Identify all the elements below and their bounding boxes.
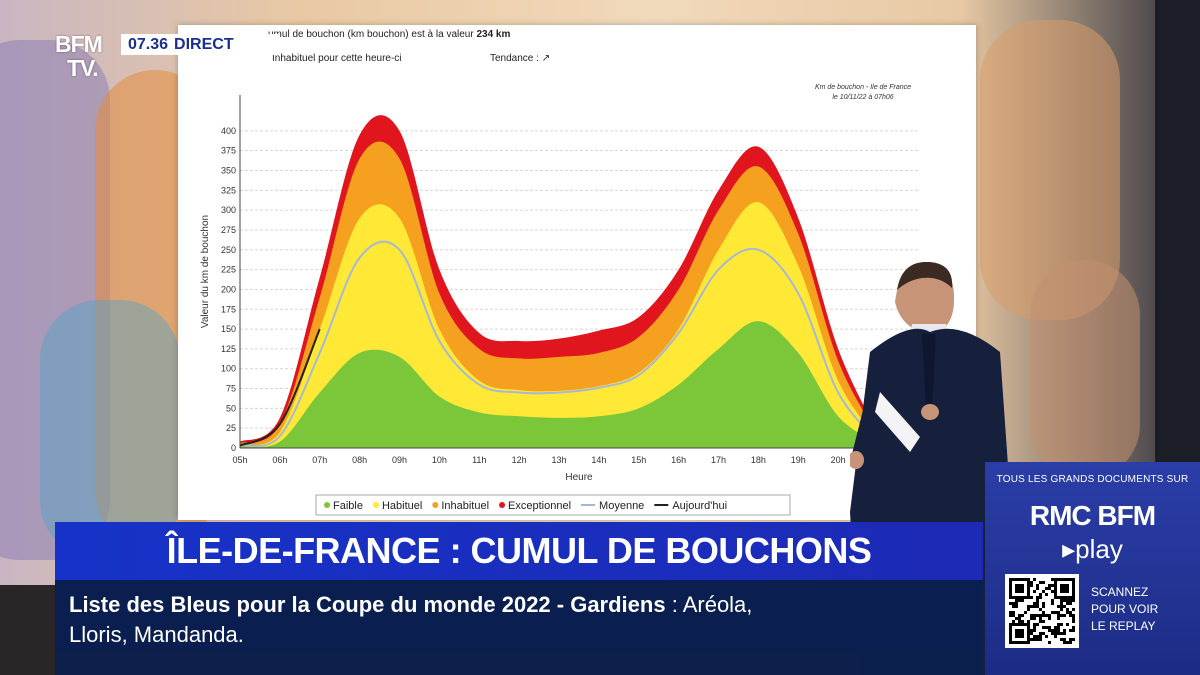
source-line1: Km de bouchon - Ile de France (814, 84, 912, 91)
status-line1: umul de bouchon (km bouchon) est à la va… (268, 29, 474, 40)
y-tick-label: 375 (221, 146, 236, 156)
promo-brand: RMC BFM (1029, 500, 1156, 531)
chart-screen: 0 25 50 75 100 125 150 175 200 225 250 275 300 325 350… (178, 25, 976, 520)
x-tick-label: 09h (392, 455, 407, 465)
legend-label: Moyenne (599, 500, 644, 512)
trend-label: Tendance : (490, 53, 539, 64)
decor-shape (40, 300, 180, 560)
legend-label: Exceptionnel (508, 500, 571, 512)
source-note: Km de bouchon - Ile de France le 10/11/2… (798, 83, 928, 103)
ticker-separator: : (665, 592, 683, 617)
legend-label: Aujourd'hui (672, 500, 727, 512)
y-tick-label: 75 (226, 384, 236, 394)
promo-play: ▸play (1062, 534, 1123, 564)
ticker-line2: Lloris, Mandanda. (69, 622, 244, 647)
legend-marker (432, 502, 439, 508)
legend-label: Habituel (382, 500, 422, 512)
scan-line1: SCANNEZ (1091, 585, 1149, 599)
trend-indicator: Tendance : ↗ (490, 53, 550, 64)
y-tick-label: 400 (221, 126, 236, 136)
logo-line2: TV. (67, 55, 99, 81)
scan-line3: LE REPLAY (1091, 619, 1156, 633)
y-tick-label: 150 (221, 324, 236, 334)
y-tick-label: 0 (231, 443, 236, 453)
replay-promo: TOUS LES GRANDS DOCUMENTS SUR RMC BFM ▸p… (985, 462, 1200, 675)
x-tick-label: 12h (512, 455, 527, 465)
legend-label: Faible (333, 500, 363, 512)
scan-instructions: SCANNEZ POUR VOIR LE REPLAY (1091, 584, 1191, 635)
ticker-bold: Liste des Bleus pour la Coupe du monde 2… (69, 592, 666, 617)
source-line2: le 10/11/22 à 07h06 (832, 94, 894, 101)
y-tick-label: 125 (221, 344, 236, 354)
x-tick-label: 05h (232, 455, 247, 465)
x-tick-label: 11h (472, 455, 486, 465)
y-tick-label: 250 (221, 245, 236, 255)
status-line2: Inhabituel pour cette heure-ci (272, 53, 402, 64)
y-tick-label: 200 (221, 284, 236, 294)
ticker-rest: Aréola, (682, 592, 753, 617)
clock-badge: 07.36 DIRECT (121, 34, 279, 55)
line-aujourdhui (239, 328, 321, 447)
y-tick-label: 300 (221, 205, 236, 215)
x-tick-label: 10h (432, 455, 447, 465)
ticker-line1: Liste des Bleus pour la Coupe du monde 2… (69, 592, 752, 618)
headline-banner: ÎLE-DE-FRANCE : CUMUL DE BOUCHONS EXCEPT… (55, 522, 983, 629)
bfmtv-logo: BFM TV. (55, 32, 117, 84)
y-tick-label: 275 (221, 225, 236, 235)
legend-marker (372, 502, 379, 508)
clock-time: 07.36 (128, 35, 169, 53)
x-axis-label: Heure (565, 472, 593, 483)
line-moyenne (239, 240, 879, 448)
y-tick-label: 350 (221, 166, 236, 176)
live-label: DIRECT (174, 35, 234, 53)
x-tick-label: 18h (751, 455, 766, 465)
x-tick-label: 15h (631, 455, 646, 465)
scan-line2: POUR VOIR (1091, 602, 1159, 616)
promo-tagline: TOUS LES GRANDS DOCUMENTS SUR (996, 474, 1189, 485)
y-tick-label: 325 (221, 185, 236, 195)
x-tick-label: 19h (791, 455, 806, 465)
x-tick-label: 17h (711, 455, 726, 465)
x-tick-label: 14h (591, 455, 606, 465)
logo-line1: BFM (55, 31, 103, 57)
x-tick-label: 16h (671, 455, 686, 465)
x-tick-label: 13h (551, 455, 566, 465)
x-tick-label: 08h (352, 455, 367, 465)
legend-label: Inhabituel (441, 500, 489, 512)
status-value: 234 km (476, 29, 511, 40)
news-ticker: Liste des Bleus pour la Coupe du monde 2… (55, 580, 983, 650)
y-tick-label: 50 (226, 403, 236, 413)
y-tick-label: 100 (221, 364, 236, 374)
x-tick-label: 06h (272, 455, 287, 465)
traffic-chart: 0 25 50 75 100 125 150 175 200 225 250 275 300 325 350… (200, 95, 918, 516)
y-tick-label: 25 (226, 423, 236, 433)
decor-shape (0, 40, 110, 560)
area-faible (240, 321, 878, 448)
status-text: umul de bouchon (km bouchon) est à la va… (268, 29, 550, 64)
arrow-up-right-icon: ↗ (541, 53, 551, 64)
legend-box (315, 494, 791, 516)
y-tick-label: 175 (221, 304, 236, 314)
legend-marker (324, 502, 330, 508)
decor-shape (1030, 260, 1140, 480)
x-tick-label: 20h (831, 455, 846, 465)
ticker-footer (55, 650, 983, 675)
qr-code-icon[interactable] (1005, 574, 1079, 648)
y-axis-label: Valeur du km de bouchon (200, 215, 211, 328)
legend-marker (499, 502, 506, 508)
y-tick-label: 225 (221, 265, 236, 275)
x-tick-label: 07h (312, 455, 327, 465)
